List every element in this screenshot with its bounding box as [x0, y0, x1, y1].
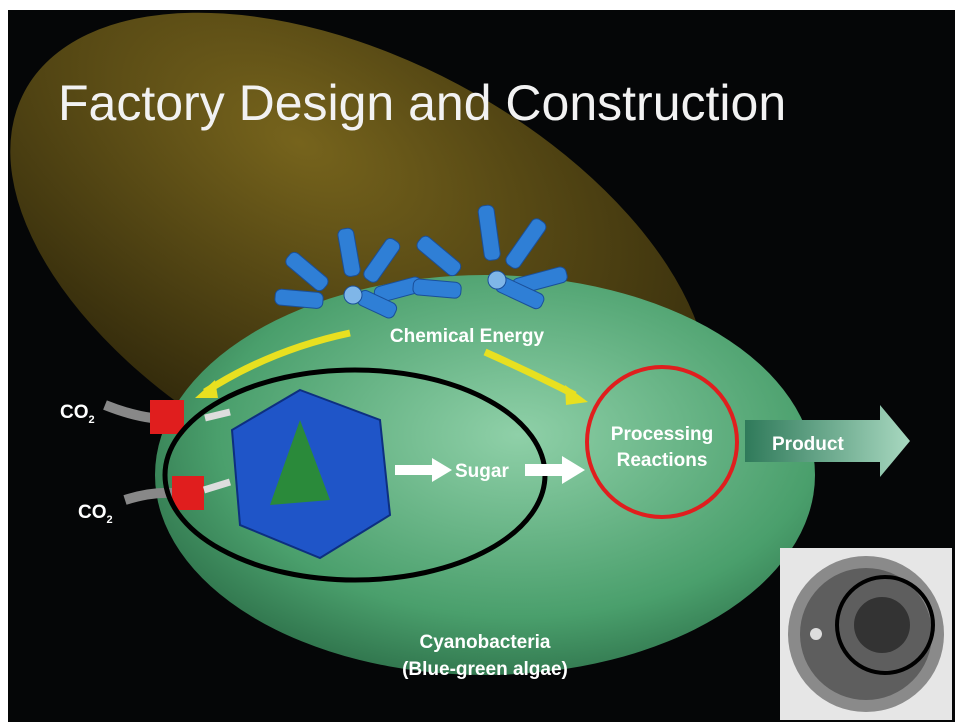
organism-label: Cyanobacteria	[420, 632, 551, 653]
co2-subscript: 2	[107, 514, 113, 526]
processing-label: Processing	[611, 424, 713, 445]
micrograph	[780, 548, 952, 720]
transporter	[150, 400, 184, 434]
organism-label: (Blue-green algae)	[402, 659, 568, 680]
sugar-label: Sugar	[455, 461, 509, 482]
slide: Factory Design and Construction Chemical…	[0, 0, 959, 727]
page: Factory Design and Construction Chemical…	[0, 0, 959, 727]
title: Factory Design and Construction	[58, 75, 786, 131]
product-label: Product	[772, 434, 844, 455]
co2-text: CO	[78, 502, 107, 523]
transporter	[172, 476, 204, 510]
co2-text: CO	[60, 402, 89, 423]
processing-label: Reactions	[617, 450, 708, 471]
chemical-energy-label: Chemical Energy	[390, 326, 545, 347]
co2-subscript: 2	[89, 414, 95, 426]
